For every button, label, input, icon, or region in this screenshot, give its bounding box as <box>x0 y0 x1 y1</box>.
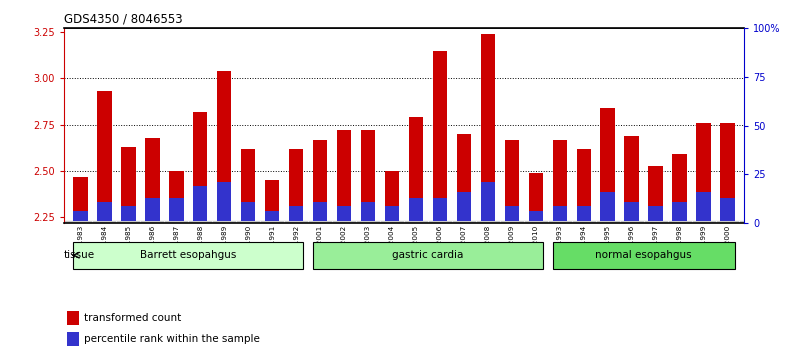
Bar <box>433 51 447 221</box>
Bar <box>169 171 184 221</box>
Bar <box>337 130 351 221</box>
Bar <box>433 198 447 221</box>
Bar <box>121 206 135 221</box>
Bar <box>289 149 303 221</box>
FancyBboxPatch shape <box>552 242 735 269</box>
Bar <box>289 206 303 221</box>
Bar <box>481 34 495 221</box>
Bar <box>64 221 744 223</box>
Text: percentile rank within the sample: percentile rank within the sample <box>84 334 260 344</box>
FancyBboxPatch shape <box>313 242 543 269</box>
Bar <box>529 173 543 221</box>
Text: normal esopahgus: normal esopahgus <box>595 250 692 260</box>
Bar <box>121 147 135 221</box>
Bar <box>576 149 591 221</box>
Bar <box>361 130 375 221</box>
Bar <box>696 192 711 221</box>
Bar <box>720 198 735 221</box>
Bar <box>73 211 88 221</box>
Bar <box>265 211 279 221</box>
Bar <box>361 202 375 221</box>
Bar <box>600 108 615 221</box>
Bar <box>265 181 279 221</box>
Bar <box>481 182 495 221</box>
Text: transformed count: transformed count <box>84 313 181 323</box>
Bar <box>552 139 567 221</box>
Bar <box>67 312 80 325</box>
Bar <box>673 154 687 221</box>
Bar <box>217 71 232 221</box>
Bar <box>624 202 639 221</box>
Text: gastric cardia: gastric cardia <box>392 250 463 260</box>
Bar <box>529 211 543 221</box>
Bar <box>649 166 663 221</box>
Bar <box>552 206 567 221</box>
Bar <box>409 198 423 221</box>
Text: Barrett esopahgus: Barrett esopahgus <box>140 250 236 260</box>
Bar <box>696 123 711 221</box>
Bar <box>673 202 687 221</box>
Bar <box>169 198 184 221</box>
Text: GDS4350 / 8046553: GDS4350 / 8046553 <box>64 13 182 26</box>
Bar <box>313 139 327 221</box>
Bar <box>193 112 208 221</box>
Bar <box>67 332 80 346</box>
Bar <box>505 139 519 221</box>
FancyBboxPatch shape <box>73 242 303 269</box>
Bar <box>313 202 327 221</box>
Bar <box>505 206 519 221</box>
Bar <box>600 192 615 221</box>
Bar <box>720 123 735 221</box>
Bar <box>241 149 256 221</box>
Bar <box>409 117 423 221</box>
Bar <box>384 206 399 221</box>
Bar <box>145 198 159 221</box>
Bar <box>193 186 208 221</box>
Bar <box>73 177 88 221</box>
Bar <box>649 206 663 221</box>
Bar <box>457 192 471 221</box>
Bar <box>576 206 591 221</box>
Bar <box>97 91 111 221</box>
Bar <box>217 182 232 221</box>
Text: tissue: tissue <box>64 250 96 260</box>
Bar <box>337 206 351 221</box>
Bar <box>457 134 471 221</box>
Bar <box>97 202 111 221</box>
Bar <box>241 202 256 221</box>
Bar <box>145 138 159 221</box>
Bar <box>384 171 399 221</box>
Bar <box>624 136 639 221</box>
